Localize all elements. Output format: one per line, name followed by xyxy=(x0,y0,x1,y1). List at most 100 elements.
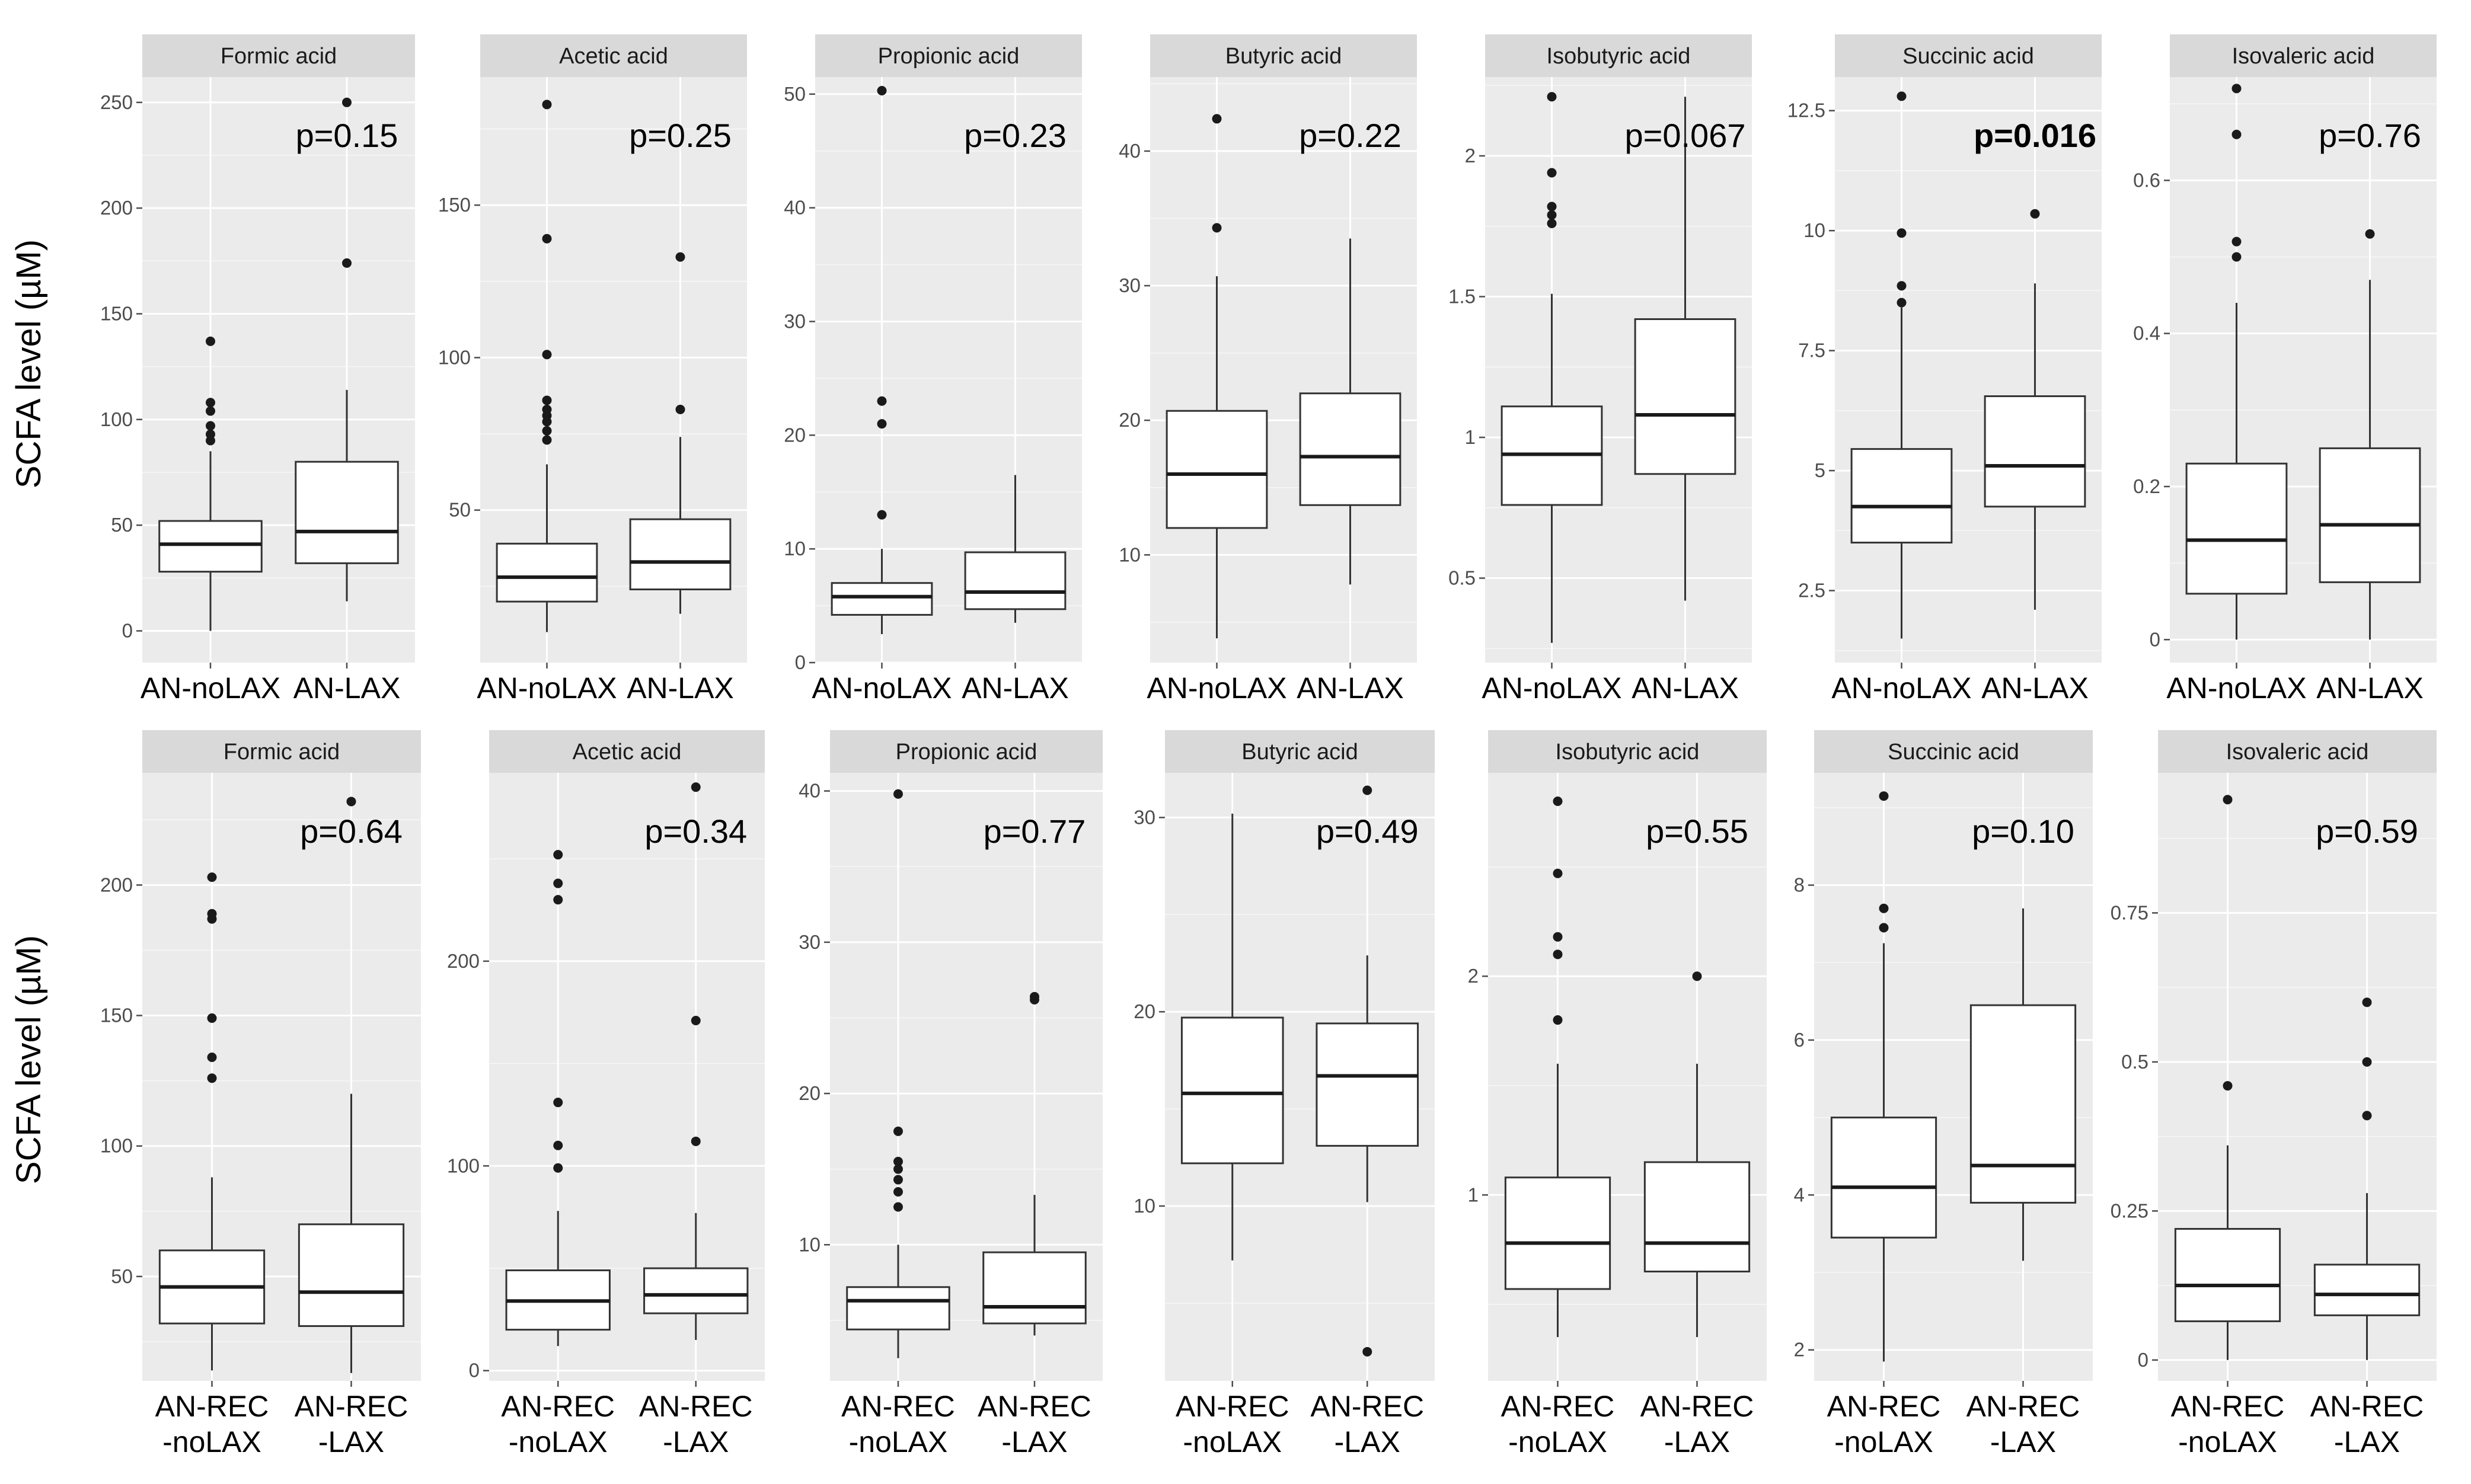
outlier-point xyxy=(1897,91,1907,101)
boxplot-group-1 xyxy=(1166,114,1268,639)
boxplot-group-1 xyxy=(1180,813,1284,1261)
y-tick-label: 10 xyxy=(799,1233,821,1255)
facet-title: Propionic acid xyxy=(896,740,1037,765)
y-tick-label: 8 xyxy=(1794,874,1805,896)
outlier-point xyxy=(877,510,887,520)
facet-strip xyxy=(815,34,1082,77)
p-value-label: p=0.77 xyxy=(984,813,1086,850)
y-tick-label: 0 xyxy=(122,619,133,641)
y-tick-label: 2 xyxy=(1468,965,1479,987)
facet-strip xyxy=(1165,730,1435,773)
boxplot-group-2 xyxy=(964,475,1067,623)
y-tick-label: 7.5 xyxy=(1798,340,1825,362)
boxplot-group-2 xyxy=(1984,209,2086,610)
outlier-point xyxy=(1897,228,1907,238)
outlier-point xyxy=(206,406,215,416)
panel-11: Butyric acid 10 20 30 AN-REC -noLAX AN-REC -LAX… xyxy=(1134,730,1435,1459)
outlier-point xyxy=(553,895,563,905)
y-tick-label: 2 xyxy=(1794,1339,1805,1361)
outlier-point xyxy=(1362,785,1372,795)
facet-strip xyxy=(2170,34,2437,77)
facet-title: Butyric acid xyxy=(1225,44,1342,69)
outlier-point xyxy=(1547,210,1557,220)
box-iqr xyxy=(2319,447,2421,583)
facet-title: Isobutyric acid xyxy=(1556,740,1700,765)
facet-strip xyxy=(830,730,1103,773)
outlier-point xyxy=(691,782,701,792)
outlier-point xyxy=(553,1140,563,1150)
box-iqr xyxy=(1316,1022,1419,1147)
boxplot-group-1 xyxy=(831,86,933,635)
facet-title: Isobutyric acid xyxy=(1547,44,1691,69)
x-category-label: AN-noLAX xyxy=(812,671,952,705)
outlier-point xyxy=(1553,949,1563,960)
x-category-label: AN-REC -noLAX xyxy=(501,1390,615,1459)
x-category-label: AN-REC -LAX xyxy=(978,1390,1091,1459)
y-tick-label: 10 xyxy=(1134,1195,1155,1217)
boxplot-group-1 xyxy=(158,336,263,631)
outlier-point xyxy=(691,1136,701,1146)
x-category-label: AN-noLAX xyxy=(141,671,280,705)
y-tick-label: 0.5 xyxy=(1448,567,1476,589)
x-category-label: AN-REC -LAX xyxy=(639,1390,753,1459)
boxplot-group-1 xyxy=(1501,92,1603,643)
y-tick-label: 2 xyxy=(1465,145,1476,167)
y-tick-label: 100 xyxy=(447,1154,480,1176)
box-iqr xyxy=(1299,392,1401,506)
boxplot-group-2 xyxy=(2313,997,2421,1360)
outlier-point xyxy=(1547,219,1557,228)
facet-title: Formic acid xyxy=(221,44,337,69)
p-value-label: p=0.15 xyxy=(296,117,398,154)
box-iqr xyxy=(1166,410,1268,529)
boxplot-group-2 xyxy=(1969,908,2077,1261)
outlier-point xyxy=(877,396,887,406)
x-category-label: AN-REC -LAX xyxy=(1966,1390,2080,1459)
panel-background xyxy=(142,77,415,663)
y-tick-label: 0 xyxy=(469,1360,480,1381)
boxplot-group-2 xyxy=(629,252,732,614)
x-category-label: AN-REC -LAX xyxy=(295,1390,408,1459)
outlier-point xyxy=(691,1016,701,1025)
y-tick-label: 0.6 xyxy=(2133,169,2160,191)
y-tick-label: 30 xyxy=(1119,274,1141,296)
outlier-point xyxy=(1362,1347,1372,1357)
outlier-point xyxy=(2362,1057,2372,1067)
outlier-point xyxy=(2362,997,2372,1008)
panel-2: Acetic acid 50 100 150 AN-noLAX AN-LAX p=0.25 xyxy=(438,34,747,705)
y-tick-label: 30 xyxy=(799,931,821,953)
boxplot-group-2 xyxy=(1316,785,1419,1357)
p-value-label: p=0.76 xyxy=(2319,117,2421,154)
outlier-point xyxy=(675,404,685,414)
x-category-label: AN-REC -noLAX xyxy=(1501,1390,1615,1459)
p-value-label: p=0.016 xyxy=(1974,117,2096,154)
x-category-label: AN-REC -noLAX xyxy=(155,1390,269,1459)
outlier-point xyxy=(2223,1081,2233,1091)
y-axis-label-top: SCFA level (µM) xyxy=(9,239,48,488)
x-category-label: AN-REC -LAX xyxy=(1640,1390,1754,1459)
y-tick-label: 10 xyxy=(1119,543,1141,565)
x-category-label: AN-REC -noLAX xyxy=(1827,1390,1941,1459)
panel-3: Propionic acid 0 10 20 30 40 50 AN-noLAX AN-LAX p… xyxy=(784,34,1082,705)
outlier-point xyxy=(893,789,903,799)
boxplot-group-2 xyxy=(982,992,1087,1336)
x-category-label: AN-REC -noLAX xyxy=(2171,1390,2285,1459)
outlier-point xyxy=(893,1202,903,1212)
outlier-point xyxy=(542,426,552,436)
outlier-point xyxy=(206,336,215,346)
box-iqr xyxy=(2174,1228,2281,1322)
outlier-point xyxy=(893,1156,903,1166)
outlier-point xyxy=(346,797,356,807)
outlier-point xyxy=(2030,209,2040,219)
facet-strip xyxy=(142,730,421,773)
outlier-point xyxy=(2362,1111,2372,1121)
x-category-label: AN-LAX xyxy=(2316,671,2424,705)
boxplot-group-2 xyxy=(298,797,405,1373)
x-category-label: AN-LAX xyxy=(1981,671,2089,705)
y-tick-label: 50 xyxy=(449,499,471,521)
y-tick-label: 150 xyxy=(438,194,471,216)
p-value-label: p=0.55 xyxy=(1646,813,1748,850)
panel-6: Succinic acid 2.5 5 7.5 10 12.5 AN-noLAX AN-LAX… xyxy=(1787,34,2102,705)
panel-5: Isobutyric acid 0.5 1 1.5 2 AN-noLAX AN-LAX p=0… xyxy=(1448,34,1752,705)
y-tick-label: 6 xyxy=(1794,1029,1805,1051)
